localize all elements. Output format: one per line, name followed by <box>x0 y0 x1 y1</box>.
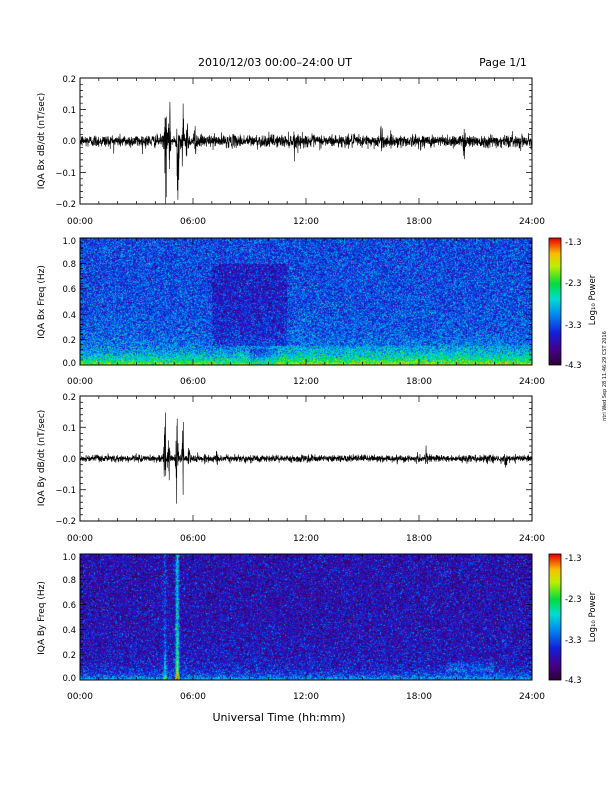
x-tick-label: 00:00 <box>67 692 93 702</box>
page-number: Page 1/1 <box>479 56 527 69</box>
colorbar-tick-label: -1.3 <box>565 554 582 564</box>
colorbar-label: Log₁₀ Power <box>588 591 598 642</box>
colorbar-top: -1.3 -2.3 -3.3 -4.3 Log₁₀ Power <box>548 237 598 371</box>
tick-marks <box>79 77 533 205</box>
tick-mark-path <box>79 553 533 681</box>
colorbar-gradient <box>549 554 561 680</box>
tick-mark-path <box>79 395 533 522</box>
panel-by-dbdt: 0.2 0.1 0.0 −0.1 −0.2 IQA By dB/dt (nT/s… <box>37 393 545 544</box>
y-tick-label: 1.0 <box>62 553 76 563</box>
x-tick-label: 06:00 <box>180 377 206 387</box>
y-tick-label: 0.6 <box>62 601 76 611</box>
colorbar-tick-label: -2.3 <box>565 279 582 289</box>
series-by-dbdt-line <box>79 412 533 504</box>
y-tick-label: 0.1 <box>62 106 76 116</box>
y-tick-label: 0.4 <box>62 311 76 321</box>
x-tick-label: 12:00 <box>293 534 319 544</box>
x-tick-label: 12:00 <box>293 377 319 387</box>
colorbar-tick-label: -3.3 <box>565 321 582 331</box>
tick-mark-path <box>79 237 533 366</box>
y-tick-label: 0.0 <box>62 137 76 147</box>
y-tick-label: 0.2 <box>62 336 76 346</box>
tick-marks <box>79 237 533 366</box>
x-tick-label: 24:00 <box>519 692 545 702</box>
x-tick-label: 00:00 <box>67 217 93 227</box>
y-tick-label: 0.2 <box>62 651 76 661</box>
y-tick-label: 0.1 <box>62 424 76 434</box>
series-bx-dbdt-line <box>79 101 533 205</box>
spectrogram-image <box>80 554 532 680</box>
colorbar-bottom: -1.3 -2.3 -3.3 -4.3 Log₁₀ Power <box>548 553 598 686</box>
x-axis-label: Universal Time (hh:mm) <box>213 711 346 724</box>
y-tick-label: 1.0 <box>62 237 76 247</box>
x-tick-label: 12:00 <box>293 217 319 227</box>
y-tick-label: 0.4 <box>62 626 76 636</box>
y-tick-label: −0.1 <box>55 486 76 496</box>
x-tick-label: 18:00 <box>406 217 432 227</box>
y-tick-label: 0.2 <box>62 75 76 85</box>
y-tick-label: 0.2 <box>62 393 76 403</box>
panel-bx-spectrogram: 1.0 0.8 0.6 0.4 0.2 0.0 IQA Bx Freq (Hz)… <box>37 237 545 387</box>
side-note: ntri Wed Sep 28 11:46:29 CST 2016 <box>602 331 608 421</box>
x-tick-label: 00:00 <box>67 534 93 544</box>
y-tick-label: 0.0 <box>62 674 76 684</box>
y-tick-label: 0.6 <box>62 285 76 295</box>
x-tick-label: 06:00 <box>180 692 206 702</box>
colorbar-tick-label: -1.3 <box>565 238 582 248</box>
colorbar-frame <box>548 553 562 681</box>
y-axis-label: IQA By dB/dt (nT/sec) <box>37 410 47 507</box>
y-axis-label: IQA By Freq (Hz) <box>37 581 47 655</box>
tick-mark-path <box>79 77 533 205</box>
x-tick-label: 06:00 <box>180 217 206 227</box>
x-tick-label: 24:00 <box>519 377 545 387</box>
y-tick-label: 0.0 <box>62 455 76 465</box>
x-tick-label: 18:00 <box>406 692 432 702</box>
x-tick-label: 00:00 <box>67 377 93 387</box>
colorbar-tick-label: -3.3 <box>565 636 582 646</box>
y-tick-label: −0.2 <box>55 200 76 210</box>
spectrogram-image <box>80 238 532 365</box>
y-axis-label: IQA Bx Freq (Hz) <box>37 265 47 339</box>
x-tick-label: 24:00 <box>519 534 545 544</box>
x-tick-label: 06:00 <box>180 534 206 544</box>
y-axis-label: IQA Bx dB/dt (nT/sec) <box>37 93 47 190</box>
x-tick-label: 12:00 <box>293 692 319 702</box>
x-tick-label: 18:00 <box>406 377 432 387</box>
colorbar-gradient <box>549 238 561 365</box>
colorbar-tick-label: -4.3 <box>565 361 582 371</box>
panel-bx-dbdt: 0.2 0.1 0.0 −0.1 −0.2 IQA Bx dB/dt (nT/s… <box>37 75 545 227</box>
colorbar-tick-label: -4.3 <box>565 676 582 686</box>
panel-by-spectrogram: 1.0 0.8 0.6 0.4 0.2 0.0 IQA By Freq (Hz)… <box>37 553 545 702</box>
page-title: 2010/12/03 00:00–24:00 UT <box>198 56 352 69</box>
y-tick-label: −0.1 <box>55 169 76 179</box>
y-tick-label: 0.0 <box>62 359 76 369</box>
colorbar-tick-label: -2.3 <box>565 595 582 605</box>
tick-marks <box>79 395 533 522</box>
y-tick-label: 0.8 <box>62 576 76 586</box>
tick-marks <box>79 553 533 681</box>
colorbar-frame <box>548 237 562 366</box>
x-tick-label: 24:00 <box>519 217 545 227</box>
y-tick-label: −0.2 <box>55 517 76 527</box>
colorbar-label: Log₁₀ Power <box>588 274 598 325</box>
x-tick-label: 18:00 <box>406 534 432 544</box>
y-tick-label: 0.8 <box>62 260 76 270</box>
